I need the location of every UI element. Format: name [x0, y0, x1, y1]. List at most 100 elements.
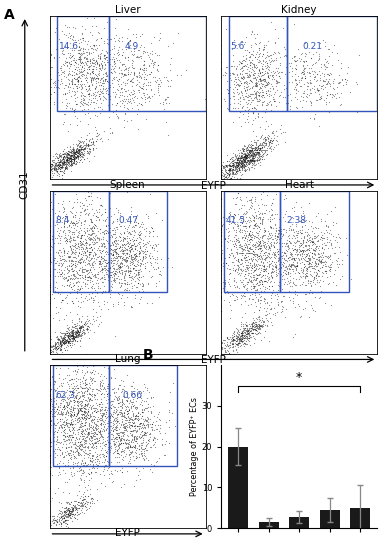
Point	[120, 246, 126, 255]
Point	[102, 205, 108, 214]
Point	[292, 76, 298, 85]
Point	[305, 224, 311, 233]
Point	[78, 67, 84, 75]
Point	[64, 281, 70, 289]
Point	[131, 230, 137, 239]
Point	[133, 217, 139, 226]
Point	[137, 418, 143, 427]
Point	[92, 361, 98, 370]
Point	[227, 165, 233, 174]
Point	[116, 433, 122, 441]
Point	[59, 407, 66, 416]
Point	[46, 438, 53, 446]
Point	[225, 224, 231, 232]
Point	[219, 259, 226, 267]
Point	[66, 63, 72, 72]
Point	[58, 340, 64, 348]
Point	[262, 266, 268, 275]
Point	[46, 524, 53, 533]
Point	[310, 306, 316, 314]
Point	[59, 161, 66, 170]
Point	[128, 421, 134, 430]
Point	[314, 242, 320, 251]
Point	[93, 407, 99, 416]
Point	[67, 217, 74, 226]
Point	[245, 153, 251, 162]
Point	[74, 410, 80, 418]
Point	[232, 345, 239, 354]
Point	[113, 273, 119, 282]
Point	[87, 114, 93, 122]
Point	[91, 42, 98, 50]
Point	[46, 103, 53, 112]
Point	[62, 95, 69, 104]
Point	[71, 361, 77, 370]
Point	[120, 420, 126, 429]
Point	[287, 250, 293, 259]
Point	[94, 454, 100, 463]
Point	[126, 248, 133, 257]
Point	[94, 212, 101, 221]
Point	[223, 68, 229, 77]
Point	[56, 315, 62, 324]
Point	[139, 247, 145, 255]
Point	[61, 84, 67, 93]
Point	[58, 333, 64, 342]
Point	[61, 212, 67, 221]
Point	[253, 94, 259, 102]
Point	[218, 160, 224, 169]
Point	[82, 279, 88, 287]
Point	[248, 146, 254, 155]
Point	[46, 162, 53, 171]
Point	[250, 318, 256, 327]
Point	[57, 361, 63, 370]
Point	[112, 245, 118, 253]
Point	[218, 175, 224, 183]
Point	[243, 322, 249, 330]
Point	[254, 136, 260, 144]
Point	[93, 94, 99, 102]
Point	[250, 329, 256, 337]
Point	[134, 271, 141, 279]
Point	[138, 392, 144, 401]
Point	[243, 255, 249, 264]
Point	[262, 67, 268, 75]
Point	[237, 86, 243, 95]
Point	[78, 71, 84, 79]
Point	[94, 417, 101, 426]
Point	[61, 246, 67, 255]
Point	[301, 265, 307, 273]
Point	[326, 266, 332, 275]
Point	[135, 267, 141, 276]
Point	[144, 439, 150, 447]
Point	[66, 154, 72, 162]
Point	[96, 212, 102, 221]
Point	[107, 421, 113, 430]
Point	[257, 212, 263, 221]
Point	[133, 241, 139, 250]
Point	[70, 219, 76, 228]
Point	[93, 73, 99, 82]
Point	[65, 43, 71, 52]
Point	[126, 418, 132, 426]
Point	[57, 421, 63, 430]
Point	[242, 142, 248, 150]
Point	[294, 237, 300, 245]
Point	[256, 148, 262, 157]
Point	[243, 262, 249, 271]
Point	[122, 241, 128, 250]
Point	[122, 392, 128, 401]
Point	[118, 279, 124, 287]
Point	[228, 249, 234, 258]
Point	[76, 139, 82, 147]
Point	[256, 155, 262, 163]
Point	[68, 282, 74, 291]
Point	[125, 229, 131, 237]
Point	[105, 258, 111, 267]
Point	[75, 52, 82, 61]
Point	[122, 406, 128, 414]
Point	[247, 291, 253, 299]
Point	[258, 336, 264, 344]
Point	[258, 295, 264, 304]
Point	[59, 164, 65, 172]
